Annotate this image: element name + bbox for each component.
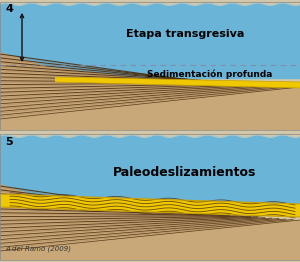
Polygon shape	[55, 77, 300, 88]
Text: Etapa transgresiva: Etapa transgresiva	[126, 29, 244, 39]
Text: 5: 5	[5, 137, 13, 147]
Bar	[0, 2, 300, 78]
Polygon shape	[0, 194, 300, 217]
Text: A del Ramo (2009): A del Ramo (2009)	[5, 245, 71, 252]
Bar	[0, 134, 300, 205]
Polygon shape	[0, 52, 300, 130]
Text: Paleodeslizamientos: Paleodeslizamientos	[113, 166, 257, 178]
Text: 4: 4	[5, 4, 13, 14]
Bar	[0, 134, 300, 260]
Polygon shape	[0, 184, 300, 260]
Text: Sedimentación profunda: Sedimentación profunda	[147, 69, 273, 79]
Bar	[0, 2, 300, 130]
